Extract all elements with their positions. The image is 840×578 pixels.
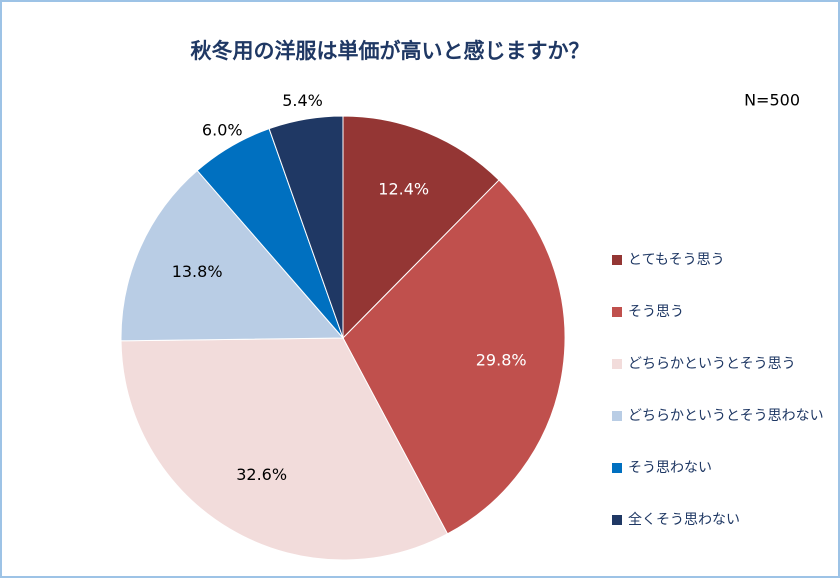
legend-label: そう思う bbox=[628, 304, 684, 320]
legend-swatch bbox=[612, 463, 622, 473]
annotation: N=500 bbox=[744, 91, 800, 110]
legend-label: そう思わない bbox=[628, 460, 712, 476]
pie-slice bbox=[120, 169, 345, 342]
legend-label: とてもそう思う bbox=[628, 252, 725, 268]
data-label: 29.8% bbox=[476, 351, 527, 370]
data-label: 32.6% bbox=[236, 465, 287, 484]
legend-swatch bbox=[612, 411, 622, 421]
pie-slice bbox=[342, 179, 566, 535]
legend-label: どちらかというとそう思わない bbox=[628, 408, 824, 424]
legend-label: どちらかというとそう思う bbox=[628, 356, 796, 372]
data-label: 13.8% bbox=[172, 262, 223, 281]
data-label: 5.4% bbox=[282, 91, 323, 110]
chart-title: 秋冬用の洋服は単価が高いと感じますか？ bbox=[191, 39, 590, 63]
data-label: 12.4% bbox=[378, 180, 429, 199]
data-label: 6.0% bbox=[202, 120, 243, 139]
legend-swatch bbox=[612, 255, 622, 265]
legend-swatch bbox=[612, 359, 622, 369]
pie-slice bbox=[268, 115, 344, 339]
legend-swatch bbox=[612, 515, 622, 525]
legend-swatch bbox=[612, 307, 622, 317]
pie-slice bbox=[342, 115, 500, 340]
pie-slice bbox=[120, 337, 449, 561]
legend-label: 全くそう思わない bbox=[628, 511, 740, 528]
